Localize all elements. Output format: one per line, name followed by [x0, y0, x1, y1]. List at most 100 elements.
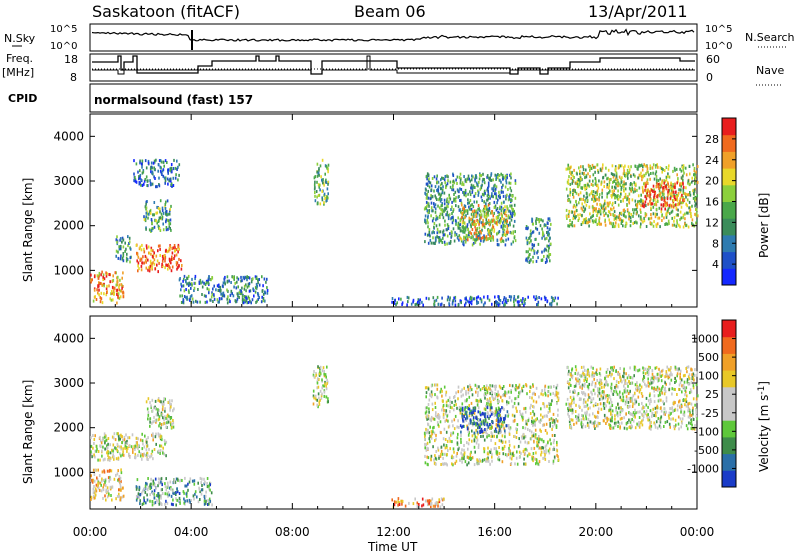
power-range-cell	[267, 292, 269, 295]
velocity-range-cell	[468, 461, 470, 464]
velocity-range-cell	[199, 488, 201, 491]
power-range-cell	[503, 201, 505, 204]
power-range-cell	[495, 300, 497, 303]
power-range-cell	[671, 204, 673, 207]
power-range-cell	[535, 298, 537, 301]
power-range-cell	[625, 187, 627, 190]
power-range-cell	[218, 285, 220, 288]
power-range-cell	[605, 212, 607, 215]
power-range-cell	[503, 211, 505, 214]
power-range-cell	[242, 295, 244, 298]
power-range-cell	[223, 281, 225, 284]
velocity-range-cell	[527, 454, 529, 457]
power-range-cell	[687, 193, 689, 196]
power-range-cell	[143, 262, 145, 265]
power-range-cell	[470, 225, 472, 228]
power-range-cell	[197, 301, 199, 304]
velocity-range-cell	[428, 403, 430, 406]
velocity-range-cell	[506, 392, 508, 395]
velocity-range-cell	[471, 440, 473, 443]
velocity-range-cell	[550, 393, 552, 396]
power-range-cell	[644, 174, 646, 177]
power-range-cell	[470, 187, 472, 190]
velocity-range-cell	[491, 420, 493, 423]
power-range-cell	[428, 177, 430, 180]
velocity-range-cell	[552, 434, 554, 437]
velocity-range-cell	[454, 462, 456, 465]
velocity-range-cell	[514, 446, 516, 449]
power-range-cell	[460, 173, 462, 176]
velocity-range-cell	[183, 490, 185, 493]
power-range-cell	[566, 168, 568, 171]
power-range-cell	[429, 186, 431, 189]
power-range-cell	[113, 293, 115, 296]
power-range-cell	[98, 289, 100, 292]
power-range-cell	[123, 295, 125, 298]
velocity-range-cell	[474, 438, 476, 441]
power-range-cell	[537, 228, 539, 231]
power-range-cell	[673, 199, 675, 202]
power-range-cell	[514, 213, 516, 216]
velocity-range-cell	[532, 392, 534, 395]
velocity-range-cell	[483, 447, 485, 450]
velocity-range-cell	[442, 457, 444, 460]
power-range-cell	[188, 291, 190, 294]
velocity-range-cell	[553, 460, 555, 463]
power-range-cell	[464, 227, 466, 230]
velocity-range-cell	[160, 400, 162, 403]
power-range-cell	[585, 169, 587, 172]
power-range-cell	[184, 289, 186, 292]
power-range-cell	[653, 220, 655, 223]
power-range-cell	[463, 175, 465, 178]
power-range-cell	[444, 181, 446, 184]
power-range-cell	[324, 173, 326, 176]
power-range-cell	[459, 208, 461, 211]
velocity-range-cell	[139, 486, 141, 489]
velocity-range-cell	[105, 490, 107, 493]
power-range-cell	[548, 256, 550, 259]
power-range-cell	[529, 248, 531, 251]
power-range-cell	[656, 195, 658, 198]
power-range-cell	[489, 299, 491, 302]
power-range-cell	[314, 184, 316, 187]
velocity-range-cell	[550, 385, 552, 388]
velocity-range-cell	[109, 443, 111, 446]
power-range-cell	[139, 161, 141, 164]
power-range-cell	[445, 207, 447, 210]
velocity-range-cell	[525, 407, 527, 410]
power-range-cell	[641, 178, 643, 181]
power-range-cell	[487, 190, 489, 193]
power-range-cell	[663, 190, 665, 193]
velocity-range-cell	[517, 423, 519, 426]
power-range-cell	[151, 264, 153, 267]
velocity-range-cell	[482, 387, 484, 390]
velocity-range-cell	[487, 391, 489, 394]
power-range-cell	[429, 231, 431, 234]
velocity-range-cell	[426, 391, 428, 394]
power-range-cell	[615, 201, 617, 204]
power-range-cell	[432, 209, 434, 212]
power-range-cell	[596, 203, 598, 206]
velocity-range-cell	[443, 437, 445, 440]
power-range-cell	[497, 295, 499, 298]
power-range-cell	[391, 301, 393, 304]
power-range-cell	[98, 293, 100, 296]
power-range-cell	[446, 200, 448, 203]
power-range-cell	[591, 183, 593, 186]
velocity-range-cell	[137, 454, 139, 457]
power-range-cell	[426, 205, 428, 208]
velocity-range-cell	[458, 390, 460, 393]
power-range-cell	[510, 299, 512, 302]
velocity-range-cell	[549, 418, 551, 421]
velocity-range-cell	[455, 400, 457, 403]
power-range-cell	[601, 206, 603, 209]
power-range-cell	[159, 184, 161, 187]
power-range-cell	[586, 175, 588, 178]
power-range-cell	[588, 218, 590, 221]
power-range-cell	[96, 288, 98, 291]
nsearch-label: N.Search	[745, 31, 795, 44]
power-range-cell	[483, 200, 485, 203]
velocity-range-cell	[159, 415, 161, 418]
power-range-cell	[694, 204, 696, 207]
power-range-cell	[101, 284, 103, 287]
